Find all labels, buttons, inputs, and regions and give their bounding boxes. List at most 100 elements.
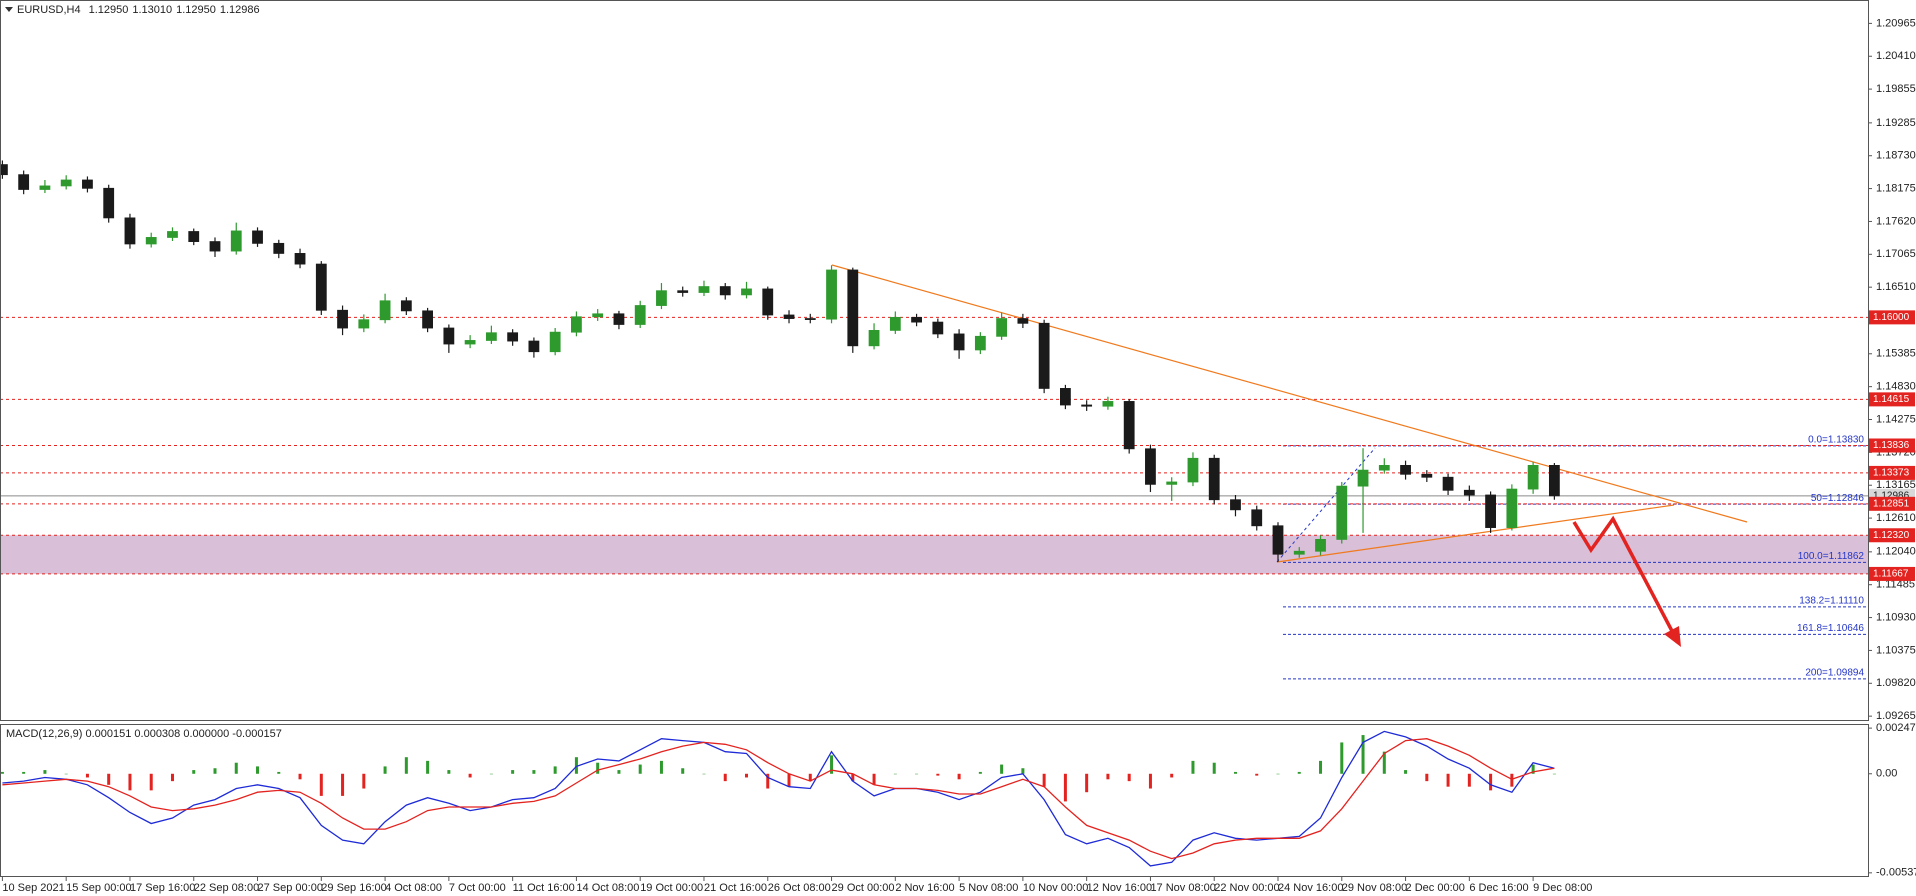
- histogram-bar: [64, 773, 68, 775]
- candle-body: [252, 230, 263, 244]
- quote-close: 1.12986: [220, 4, 260, 16]
- candle-body: [294, 253, 306, 265]
- candle-body: [443, 327, 455, 345]
- histogram-bar: [957, 773, 961, 780]
- histogram-bar: [1531, 764, 1535, 774]
- y-tick-label: 1.19285: [1876, 117, 1916, 129]
- candle-body: [932, 321, 944, 335]
- y-tick-label: 1.20965: [1876, 17, 1916, 29]
- histogram-bar: [893, 773, 897, 775]
- x-tick-label: 12 Nov 16:00: [1087, 882, 1152, 894]
- candle-body: [422, 310, 434, 329]
- histogram-bar: [468, 773, 472, 778]
- candle-body: [762, 288, 774, 316]
- candle-body: [1102, 401, 1114, 407]
- candle-body: [507, 332, 519, 342]
- x-tick-label: 26 Oct 08:00: [768, 882, 831, 894]
- histogram-bar: [745, 773, 748, 778]
- candle-body: [656, 290, 667, 306]
- macd-line: [2, 738, 1555, 860]
- histogram-bar: [702, 773, 706, 775]
- histogram-bar: [787, 773, 791, 787]
- level-label: 1.11667: [1873, 569, 1909, 580]
- histogram-bar: [1021, 768, 1025, 774]
- fib-label: 200=1.09894: [1805, 668, 1864, 679]
- candle-body: [400, 300, 412, 312]
- histogram-bar: [0, 771, 4, 774]
- candle-body: [379, 300, 391, 321]
- candle-body: [1123, 401, 1135, 450]
- candle-body: [741, 288, 752, 296]
- histogram-bar: [43, 770, 47, 774]
- x-tick-label: 24 Nov 16:00: [1278, 882, 1343, 894]
- x-tick-label: 7 Oct 00:00: [449, 882, 506, 894]
- histogram-bar: [1510, 773, 1514, 787]
- candle-body: [1378, 464, 1390, 471]
- level-box: [1869, 310, 1915, 325]
- histogram-bar: [1446, 773, 1450, 787]
- y-tick-label: 1.12040: [1876, 546, 1916, 558]
- histogram-bar: [553, 766, 557, 774]
- y-tick-label: 1.14830: [1876, 381, 1916, 393]
- histogram-bar: [659, 760, 663, 774]
- histogram-bar: [638, 764, 642, 774]
- candle-body: [953, 333, 965, 351]
- histogram-bar: [1148, 773, 1152, 789]
- histogram-bar: [1361, 735, 1365, 774]
- histogram-bar: [1085, 773, 1089, 793]
- fib-trend: [1276, 447, 1376, 563]
- histogram-bar: [1425, 773, 1429, 782]
- x-tick-label: 27 Sep 00:00: [258, 882, 323, 894]
- candle-body: [18, 174, 30, 190]
- histogram-bar: [1382, 751, 1386, 774]
- y-tick-label: 1.17065: [1876, 248, 1916, 260]
- price-pane-border: [0, 0, 1869, 721]
- candle-body: [1187, 457, 1199, 483]
- candle-body: [1527, 464, 1539, 490]
- quote-high: 1.13010: [132, 4, 172, 16]
- candle-body: [868, 329, 880, 347]
- y-tick-label: 1.17620: [1876, 215, 1916, 227]
- candle-body: [1336, 485, 1348, 540]
- candle-body: [826, 269, 837, 320]
- y-tick-label: 1.13165: [1876, 479, 1916, 491]
- histogram-bar: [107, 773, 111, 785]
- level-label: 1.12851: [1873, 498, 1910, 509]
- histogram-bar: [1000, 764, 1004, 774]
- candle-body: [1230, 499, 1241, 511]
- macd-line: [2, 730, 1555, 867]
- candle-body: [273, 242, 285, 254]
- candle-body: [1145, 448, 1156, 485]
- projection-arrow: [1572, 515, 1674, 632]
- candle-body: [1463, 489, 1475, 496]
- histogram-bar: [489, 773, 493, 775]
- menu-triangle[interactable]: [5, 7, 13, 12]
- candle-body: [337, 309, 348, 329]
- trend-line: [831, 264, 1748, 523]
- histogram-bar: [1063, 773, 1067, 802]
- candle-body: [804, 318, 816, 320]
- level-box: [1869, 496, 1915, 511]
- candle-body: [1251, 509, 1263, 527]
- histogram-bar: [1340, 742, 1344, 774]
- candle-body: [889, 316, 901, 331]
- macd-title: MACD(12,26,9) 0.000151 0.000308 0.000000…: [6, 728, 282, 740]
- candle-body: [1166, 481, 1178, 485]
- x-tick-label: 2 Nov 16:00: [895, 882, 954, 894]
- candle-body: [464, 340, 476, 345]
- x-tick-label: 29 Oct 00:00: [832, 882, 895, 894]
- fib-label: 138.2=1.11110: [1799, 596, 1864, 607]
- x-tick-label: 17 Sep 16:00: [130, 882, 195, 894]
- x-tick-label: 2 Dec 00:00: [1406, 882, 1465, 894]
- x-tick-label: 29 Sep 16:00: [321, 882, 386, 894]
- candle-body: [1506, 488, 1518, 528]
- candle-body: [39, 185, 51, 190]
- level-label: 1.13373: [1873, 468, 1910, 479]
- y-tick-label: 1.10375: [1876, 644, 1916, 656]
- histogram-bar: [298, 773, 302, 780]
- x-tick-label: 29 Nov 08:00: [1342, 882, 1407, 894]
- y-tick-label: 0.00: [1876, 768, 1897, 780]
- histogram-bar: [1127, 773, 1131, 782]
- histogram-bar: [766, 773, 770, 789]
- histogram-bar: [532, 770, 536, 774]
